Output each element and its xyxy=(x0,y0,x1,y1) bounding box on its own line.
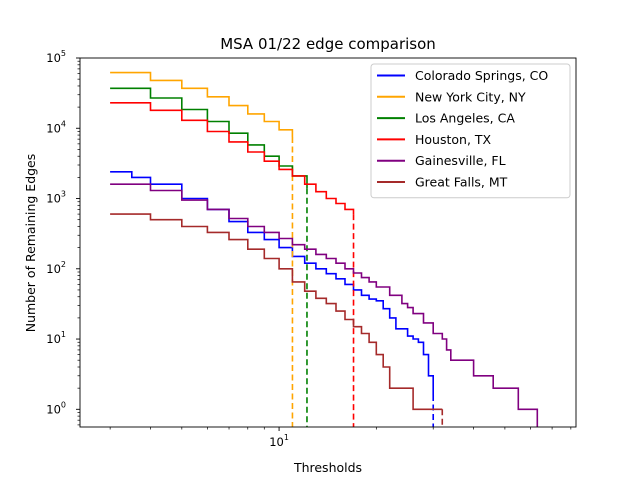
axes-frame xyxy=(79,57,577,428)
legend-label-3: Houston, TX xyxy=(415,132,492,147)
legend: Colorado Springs, CO New York City, NY Los… xyxy=(370,63,571,199)
legend-label-0: Colorado Springs, CO xyxy=(415,68,548,83)
series-line-5 xyxy=(110,213,443,411)
legend-label-2: Los Angeles, CA xyxy=(415,111,515,126)
y-tick-exp-5: 5 xyxy=(61,49,66,58)
y-axis-label: Number of Remaining Edges xyxy=(23,154,38,333)
x-axis-label: Thresholds xyxy=(293,460,362,475)
series-line-1 xyxy=(110,71,294,137)
series-line-3 xyxy=(110,102,355,215)
x-tick-exp-0: 1 xyxy=(284,433,289,442)
legend-label-5: Great Falls, MT xyxy=(415,175,508,190)
y-tick-exp-3: 3 xyxy=(61,190,66,199)
y-tick-exp-1: 1 xyxy=(61,330,66,339)
legend-label-1: New York City, NY xyxy=(415,89,526,104)
y-tick-exp-2: 2 xyxy=(61,260,66,269)
y-tick-exp-4: 4 xyxy=(61,119,66,128)
legend-label-4: Gainesville, FL xyxy=(415,153,506,168)
series-line-4 xyxy=(110,183,539,427)
chart-title: MSA 01/22 edge comparison xyxy=(220,35,436,53)
legend-box xyxy=(370,63,571,199)
series-line-2 xyxy=(110,87,308,189)
series-group xyxy=(110,71,539,427)
plot-area xyxy=(110,71,539,427)
y-tick-exp-0: 0 xyxy=(61,400,66,409)
